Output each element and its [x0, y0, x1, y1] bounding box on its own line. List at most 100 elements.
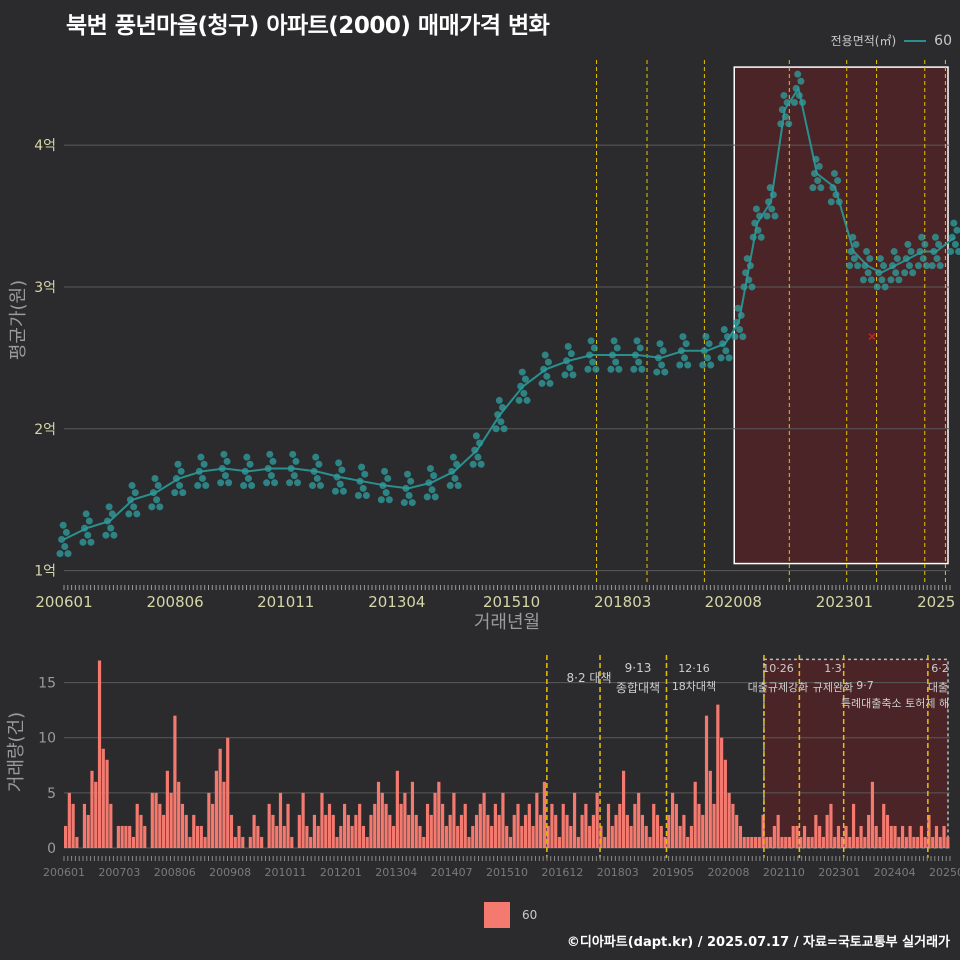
volume-bar — [520, 825, 524, 848]
y-tick-label: 2억 — [34, 422, 56, 438]
price-point — [128, 482, 136, 490]
volume-bar — [885, 814, 890, 848]
volume-bar — [621, 770, 626, 848]
price-point — [179, 489, 187, 497]
price-point — [791, 99, 799, 107]
price-point — [766, 184, 774, 192]
volume-bar — [750, 836, 754, 848]
volume-bar — [840, 836, 844, 848]
volume-bar — [233, 836, 237, 848]
x-tick-label: 202301 — [818, 866, 860, 879]
price-point — [936, 262, 944, 270]
price-point — [241, 467, 249, 475]
price-point — [225, 479, 233, 487]
price-point — [313, 474, 321, 482]
volume-bar — [376, 781, 381, 848]
price-point — [754, 226, 762, 234]
volume-bar — [704, 715, 709, 848]
policy-date: 6·2 — [931, 662, 949, 675]
price-point — [935, 240, 943, 248]
volume-bar — [576, 836, 580, 848]
volume-bar — [784, 836, 788, 848]
volume-bar — [429, 814, 433, 848]
price-point — [699, 361, 707, 369]
price-point — [292, 457, 300, 465]
price-point — [333, 473, 341, 481]
volume-bar — [595, 792, 599, 848]
price-point — [918, 233, 926, 241]
price-point — [703, 354, 711, 362]
volume-bar — [158, 803, 162, 848]
volume-bar — [686, 836, 690, 848]
volume-bar — [286, 803, 290, 848]
price-point — [794, 70, 802, 78]
volume-bar — [652, 803, 656, 848]
price-point — [589, 358, 597, 366]
volume-bar — [229, 814, 234, 848]
price-point — [358, 463, 366, 471]
price-point — [676, 361, 684, 369]
volume-bar — [795, 825, 799, 848]
volume-bar — [931, 836, 935, 848]
price-point — [846, 262, 854, 270]
volume-bar — [207, 792, 211, 848]
price-point — [400, 499, 408, 507]
price-point — [110, 531, 118, 539]
price-point — [500, 425, 508, 433]
price-point — [859, 276, 867, 284]
legend-top: 전용면적(㎡) 60 — [831, 32, 952, 49]
volume-bar — [708, 770, 712, 848]
y-axis-label: 평균가(원) — [8, 280, 29, 360]
volume-bar — [188, 836, 192, 848]
x-tick-label: 201407 — [431, 866, 473, 879]
price-point — [785, 120, 793, 128]
volume-bar — [444, 825, 448, 848]
volume-bar — [836, 825, 841, 848]
volume-bar — [290, 836, 294, 848]
y-axis-label: 거래량(건) — [6, 712, 27, 792]
price-point — [523, 396, 531, 404]
volume-bar — [516, 803, 520, 848]
price-point — [495, 396, 503, 404]
price-point — [453, 460, 461, 468]
price-point — [849, 233, 857, 241]
price-point — [339, 487, 347, 495]
price-point — [264, 465, 272, 473]
volume-bar — [392, 825, 396, 848]
volume-bar — [629, 825, 633, 848]
price-point — [921, 240, 929, 248]
volume-bar — [535, 792, 539, 848]
volume-bar — [184, 814, 188, 848]
volume-bar — [618, 803, 622, 848]
price-point — [336, 480, 344, 488]
price-point — [149, 489, 157, 497]
volume-bar — [346, 814, 350, 848]
volume-bar — [659, 825, 663, 848]
volume-bar — [799, 836, 803, 848]
price-point — [743, 255, 751, 263]
price-point — [133, 510, 141, 518]
price-point — [850, 255, 858, 263]
price-point — [916, 247, 924, 255]
volume-bar — [316, 825, 320, 848]
price-point — [737, 311, 745, 319]
price-point — [79, 538, 87, 546]
price-point — [892, 269, 900, 277]
volume-bar — [301, 792, 305, 848]
volume-bar — [410, 781, 415, 848]
price-point — [783, 99, 791, 107]
volume-bar — [769, 836, 773, 848]
price-point — [266, 450, 274, 458]
x-tick-label: 201510 — [486, 866, 528, 879]
volume-bar — [452, 792, 456, 848]
price-point — [151, 474, 159, 482]
volume-bar — [712, 803, 716, 848]
price-point — [267, 472, 275, 480]
volume-bar — [802, 825, 807, 848]
volume-bar — [275, 825, 279, 848]
price-point — [905, 262, 913, 270]
price-point — [130, 503, 138, 511]
price-point — [749, 233, 757, 241]
price-point — [587, 337, 595, 345]
price-point — [125, 510, 133, 518]
